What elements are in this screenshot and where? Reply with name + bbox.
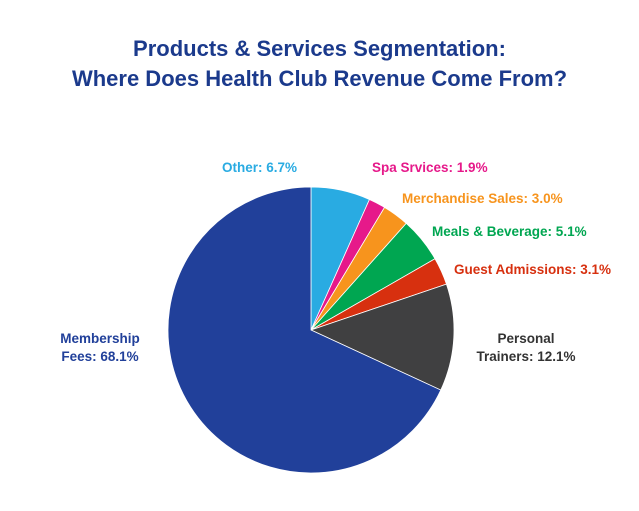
- slice-label-other-line-1: Other: 6.7%: [222, 160, 297, 175]
- slice-label-membership-fees-line-1: Membership: [60, 331, 140, 346]
- slice-label-guest-admissions: Guest Admissions: 3.1%: [454, 262, 611, 277]
- slice-label-membership-fees-line-2: Fees: 68.1%: [61, 349, 138, 364]
- slice-label-personal-trainers-line-1: Personal: [497, 331, 554, 346]
- slice-label-spa-services-line-1: Spa Srvices: 1.9%: [372, 160, 488, 175]
- slice-label-meals-beverage-line-1: Meals & Beverage: 5.1%: [432, 224, 587, 239]
- slice-label-membership-fees: Membership Fees: 68.1%: [60, 331, 140, 364]
- slice-label-guest-admissions-line-1: Guest Admissions: 3.1%: [454, 262, 611, 277]
- slice-label-personal-trainers: Personal Trainers: 12.1%: [476, 331, 575, 364]
- pie-slice-membership-fees: [167, 186, 442, 474]
- slice-label-merchandise-sales: Merchandise Sales: 3.0%: [402, 191, 563, 206]
- slice-label-spa-services: Spa Srvices: 1.9%: [372, 160, 488, 175]
- slice-label-meals-beverage: Meals & Beverage: 5.1%: [432, 224, 587, 239]
- chart-title: Products & Services Segmentation: Where …: [0, 34, 639, 94]
- pie-slice-personal-trainers: [309, 283, 455, 391]
- chart-title-line-1: Products & Services Segmentation:: [133, 36, 506, 61]
- slice-label-personal-trainers-line-2: Trainers: 12.1%: [476, 349, 575, 364]
- slice-label-merchandise-sales-line-1: Merchandise Sales: 3.0%: [402, 191, 563, 206]
- chart-title-line-2: Where Does Health Club Revenue Come From…: [71, 66, 568, 91]
- slice-label-other: Other: 6.7%: [222, 160, 297, 175]
